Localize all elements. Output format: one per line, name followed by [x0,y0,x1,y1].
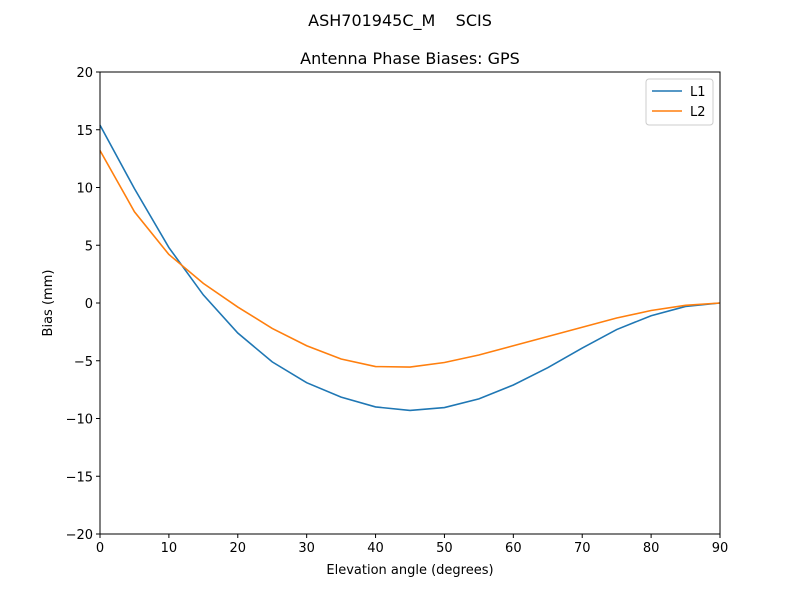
x-tick-label: 90 [712,541,729,556]
x-tick-label: 70 [574,541,591,556]
x-tick-label: 60 [505,541,522,556]
x-tick-label: 10 [161,541,178,556]
y-tick-label: 20 [76,66,93,81]
series-line-l2 [99,150,721,368]
y-axis-label: Bias (mm) [41,270,56,337]
chart-suptitle: ASH701945C_M SCIS [308,11,492,31]
x-tick-label: 50 [436,541,453,556]
x-tick-label: 20 [230,541,247,556]
series-line-l1 [99,124,721,412]
x-tick-label: 80 [643,541,660,556]
y-tick-label: 5 [85,239,93,254]
chart-title: Antenna Phase Biases: GPS [300,49,520,68]
x-tick-label: 30 [298,541,315,556]
y-tick-label: −10 [66,413,93,428]
x-tick-label: 40 [367,541,384,556]
x-tick-label: 0 [96,541,104,556]
y-tick-label: 15 [76,124,93,139]
y-tick-label: 0 [85,297,93,312]
legend-label: L2 [690,105,706,120]
x-axis-label: Elevation angle (degrees) [326,563,493,578]
y-tick-label: 10 [76,182,93,197]
plot-frame [99,71,721,535]
legend-label: L1 [690,85,706,100]
y-tick-label: −5 [74,355,93,370]
y-tick-label: −15 [66,470,93,485]
y-tick-label: −20 [66,528,93,543]
